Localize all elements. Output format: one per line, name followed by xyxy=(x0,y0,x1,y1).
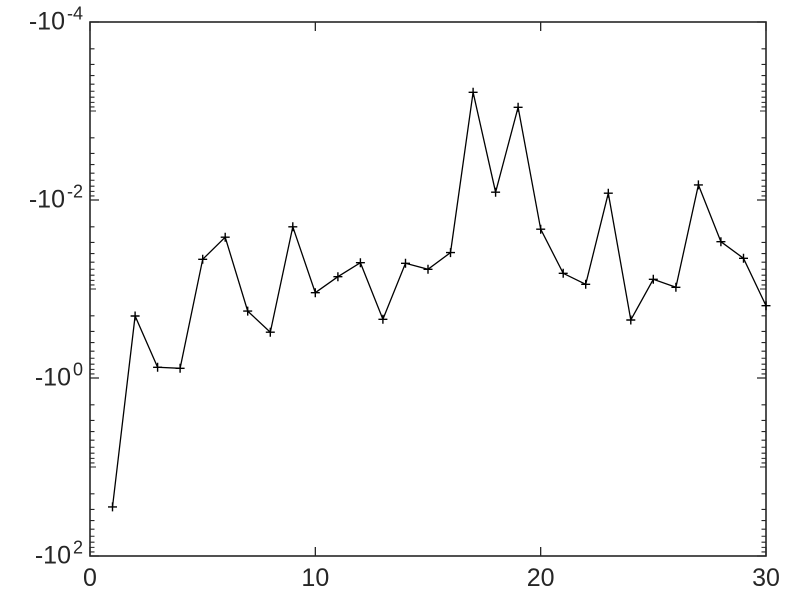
y-tick-exponent: -4 xyxy=(66,3,83,24)
y-tick-exponent: -2 xyxy=(66,181,83,202)
y-tick-base: -10 xyxy=(28,7,65,36)
y-tick-exponent: 0 xyxy=(72,359,83,380)
data-line xyxy=(111,92,767,507)
y-tick-base: -10 xyxy=(28,185,65,214)
x-tick-label: 20 xyxy=(526,564,555,592)
x-tick-label: 10 xyxy=(301,564,330,592)
axes-frame xyxy=(89,21,767,557)
x-tick-label: 0 xyxy=(83,564,97,592)
y-tick-label: -10 -2 xyxy=(0,183,83,214)
data-markers xyxy=(108,87,771,512)
y-tick-label: -10 2 xyxy=(0,539,83,570)
y-tick-exponent: 2 xyxy=(72,537,83,558)
minor-ticks xyxy=(90,48,766,553)
y-tick-label: -10 -4 xyxy=(0,5,83,36)
y-tick-label: -10 0 xyxy=(0,361,83,392)
y-tick-base: -10 xyxy=(34,363,71,392)
x-tick-label: 30 xyxy=(752,564,780,592)
major-ticks xyxy=(89,21,767,557)
y-tick-base: -10 xyxy=(34,541,71,570)
